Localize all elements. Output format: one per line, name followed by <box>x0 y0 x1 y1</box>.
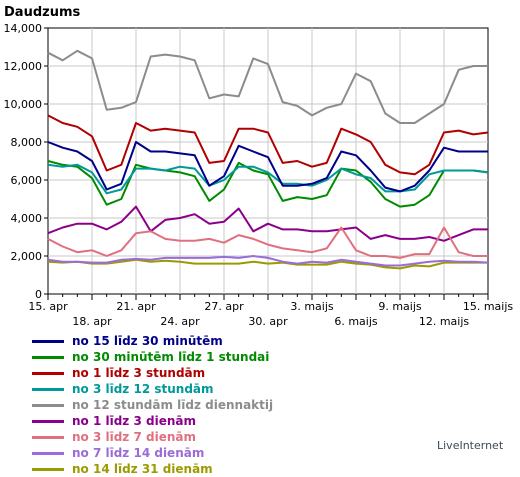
x-tick-label: 9. maijs <box>378 300 422 313</box>
x-tick-label: 15. apr <box>28 300 68 313</box>
legend-label: no 30 minūtēm līdz 1 stundai <box>72 350 270 364</box>
chart-legend: no 15 līdz 30 minūtēm no 30 minūtēm līdz … <box>32 333 273 477</box>
legend-swatch <box>32 419 64 423</box>
x-tick-label: 21. apr <box>116 300 156 313</box>
legend-item: no 14 līdz 31 dienām <box>32 461 273 477</box>
x-tick-label: 24. apr <box>160 315 200 328</box>
y-tick-label: 6,000 <box>11 174 43 187</box>
legend-swatch <box>32 339 64 343</box>
y-tick-label: 12,000 <box>4 60 43 73</box>
series-line <box>47 160 489 208</box>
x-tick-label: 12. maijs <box>419 315 470 328</box>
y-tick-label: 4,000 <box>11 212 43 225</box>
legend-label: no 7 līdz 14 dienām <box>72 446 205 460</box>
y-tick-label: 14,000 <box>4 22 43 35</box>
legend-swatch <box>32 387 64 391</box>
legend-label: no 1 līdz 3 dienām <box>72 414 196 428</box>
legend-item: no 7 līdz 14 dienām <box>32 445 273 461</box>
series-line <box>47 163 489 195</box>
legend-swatch <box>32 371 64 375</box>
legend-item: no 1 līdz 3 dienām <box>32 413 273 429</box>
legend-item: no 3 līdz 12 stundām <box>32 381 273 397</box>
legend-swatch <box>32 403 64 407</box>
y-tick-label: 0 <box>35 288 42 301</box>
legend-swatch <box>32 467 64 471</box>
legend-item: no 15 līdz 30 minūtēm <box>32 333 273 349</box>
x-tick-label: 27. apr <box>204 300 244 313</box>
series-line <box>47 141 488 193</box>
legend-swatch <box>32 435 64 439</box>
legend-item: no 30 minūtēm līdz 1 stundai <box>32 349 273 365</box>
legend-label: no 3 līdz 12 stundām <box>72 382 214 396</box>
x-tick-label: 15. maijs <box>463 300 514 313</box>
series-line <box>47 49 488 124</box>
series-line <box>47 114 489 176</box>
series-line <box>47 258 488 270</box>
line-chart: Daudzums 0 2,000 4,000 6,000 8,000 10,000 12,0… <box>4 5 514 328</box>
y-axis-title: Daudzums <box>4 5 80 20</box>
liveinternet-credit: LiveInternet <box>437 439 504 452</box>
legend-label: no 15 līdz 30 minūtēm <box>72 334 223 348</box>
legend-swatch <box>32 355 64 359</box>
y-tick-label: 10,000 <box>4 98 43 111</box>
legend-item: no 12 stundām līdz diennaktij <box>32 397 273 413</box>
series-line <box>47 255 489 267</box>
y-tick-label: 8,000 <box>11 136 43 149</box>
legend-item: no 1 līdz 3 stundām <box>32 365 273 381</box>
legend-label: no 1 līdz 3 stundām <box>72 366 206 380</box>
legend-label: no 14 līdz 31 dienām <box>72 462 213 476</box>
series-line <box>47 226 488 259</box>
legend-label: no 3 līdz 7 dienām <box>72 430 196 444</box>
legend-label: no 12 stundām līdz diennaktij <box>72 398 274 412</box>
x-tick-label: 6. maijs <box>334 315 378 328</box>
x-tick-label: 18. apr <box>72 315 112 328</box>
legend-swatch <box>32 451 64 455</box>
legend-item: no 3 līdz 7 dienām <box>32 429 273 445</box>
x-tick-label: 3. maijs <box>290 300 334 313</box>
series-line <box>47 205 488 242</box>
y-tick-label: 2,000 <box>11 250 43 263</box>
x-tick-label: 30. apr <box>248 315 288 328</box>
